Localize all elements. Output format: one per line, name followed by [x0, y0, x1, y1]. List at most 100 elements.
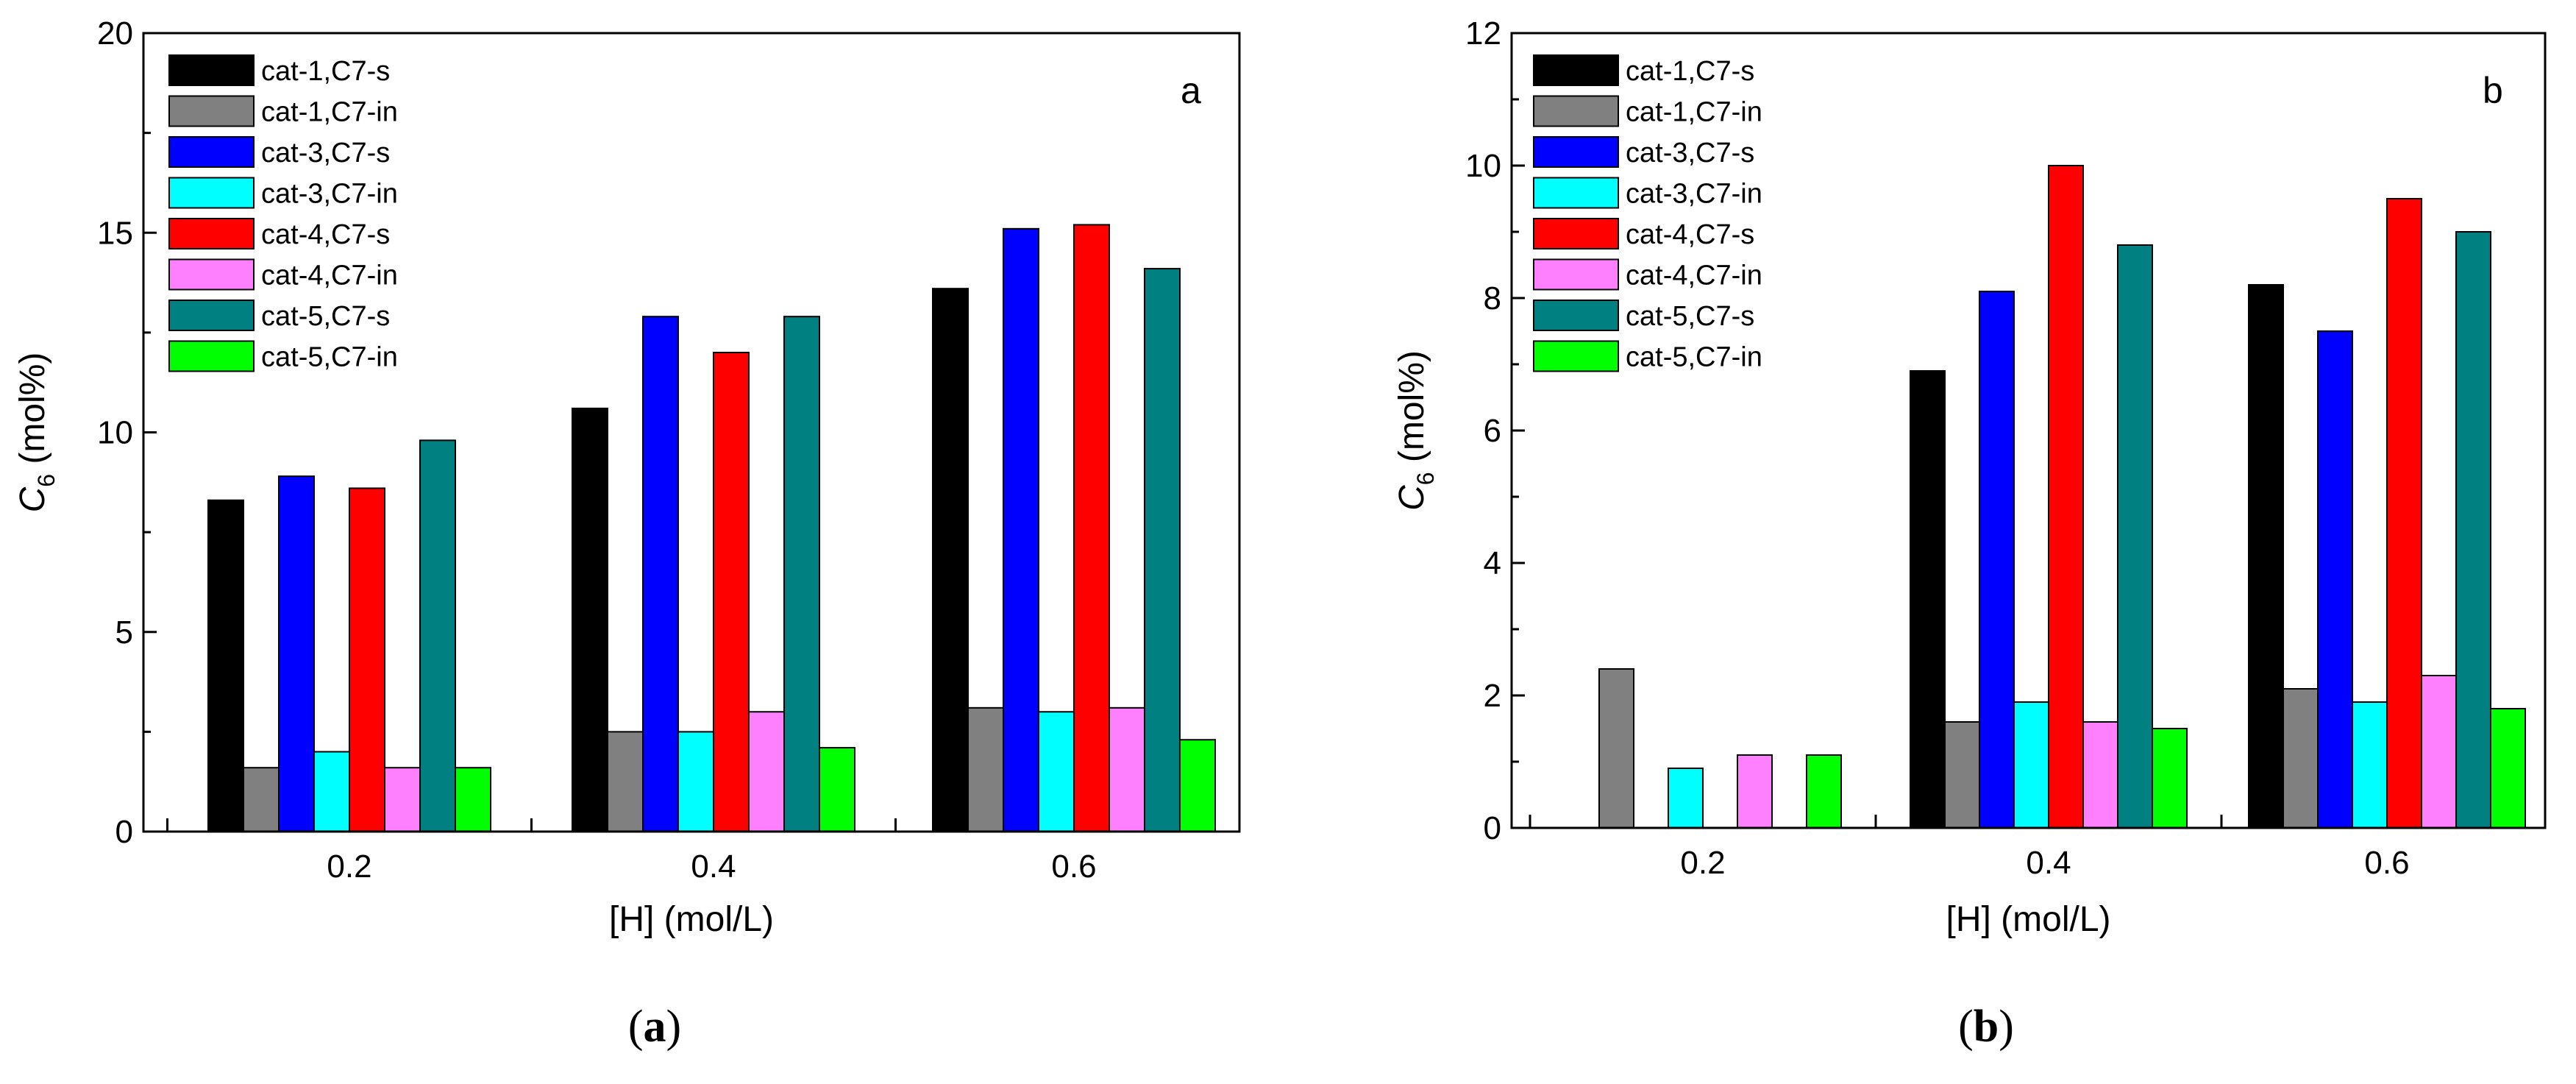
legend-label: cat-3,C7-in	[261, 179, 398, 210]
caption-letter: a	[644, 1002, 666, 1052]
bar	[2352, 701, 2388, 829]
legend-swatch	[1533, 177, 1619, 209]
bar	[1109, 706, 1145, 833]
bar	[677, 731, 714, 832]
y-axis-title-unit: (mol%)	[1392, 350, 1431, 472]
bar	[2152, 728, 2188, 829]
legend-swatch	[168, 136, 255, 168]
bar	[313, 751, 350, 832]
legend-swatch	[168, 95, 255, 127]
bar	[2490, 708, 2526, 829]
bar	[1979, 291, 2015, 829]
bar	[1073, 224, 1110, 832]
y-axis-title: C6 (mol%)	[13, 353, 60, 513]
legend-swatch	[168, 300, 255, 331]
legend-label: cat-5,C7-s	[261, 301, 390, 332]
bar	[819, 747, 855, 833]
bar	[1003, 227, 1039, 832]
legend-label: cat-4,C7-s	[261, 219, 390, 250]
legend: cat-1,C7-s cat-1,C7-in cat-3,C7-s cat-3,C7-…	[1533, 54, 1762, 373]
caption-paren-open: (	[1958, 1002, 1974, 1052]
x-tick-label: 0.4	[2026, 845, 2071, 881]
y-tick-label: 0	[1484, 810, 1501, 846]
x-tick-label: 0.4	[691, 849, 736, 885]
legend-label: cat-1,C7-s	[261, 56, 390, 87]
bar	[2421, 675, 2457, 829]
y-axis-title-unit: (mol%)	[13, 353, 52, 474]
legend-swatch	[1533, 300, 1619, 331]
bar	[783, 316, 820, 832]
legend-swatch	[1533, 258, 1619, 291]
legend-label: cat-3,C7-in	[1626, 179, 1762, 210]
y-tick-label: 5	[115, 614, 133, 651]
caption-paren-close: )	[1999, 1002, 2014, 1052]
x-axis-title: [H] (mol/L)	[609, 900, 774, 939]
bar	[572, 407, 608, 832]
bar	[349, 487, 385, 832]
y-tick-label: 6	[1484, 413, 1501, 449]
y-axis-title-main: C	[13, 486, 52, 512]
bar	[2082, 721, 2118, 829]
panel-caption: (a)	[628, 1002, 681, 1052]
bar	[2455, 231, 2491, 829]
legend-swatch	[168, 54, 255, 86]
legend-label: cat-5,C7-s	[1626, 301, 1754, 332]
chart-panel-a: 0 5 10 15 20 0.2 0.4 0.6 [H] (mol/L) C6 (mol%) cat…	[13, 15, 1241, 1052]
legend-swatch	[1533, 54, 1619, 86]
legend-swatch	[1533, 218, 1619, 249]
legend-label: cat-3,C7-s	[261, 138, 390, 169]
bar	[243, 767, 280, 832]
bar	[384, 767, 421, 832]
legend-label: cat-4,C7-s	[1626, 219, 1754, 250]
y-tick-label: 4	[1484, 545, 1501, 581]
bar	[1179, 739, 1216, 832]
legend-label: cat-1,C7-in	[1626, 97, 1762, 128]
caption-paren-close: )	[666, 1002, 682, 1052]
caption-letter: b	[1974, 1002, 1999, 1052]
bar	[748, 711, 785, 832]
panel-letter: a	[1181, 70, 1201, 111]
bar	[2117, 244, 2153, 829]
legend-label: cat-5,C7-in	[261, 342, 398, 373]
legend-label: cat-4,C7-in	[261, 261, 398, 291]
legend-swatch	[168, 340, 255, 372]
legend-swatch	[1533, 136, 1619, 168]
bar	[1737, 754, 1773, 829]
y-tick-label: 8	[1484, 280, 1501, 316]
bar	[2317, 330, 2353, 829]
legend-label: cat-3,C7-s	[1626, 138, 1754, 169]
legend-swatch	[168, 258, 255, 291]
bar	[642, 316, 679, 832]
legend-label: cat-4,C7-in	[1626, 261, 1762, 291]
bar	[419, 439, 456, 832]
panel-caption: (b)	[1958, 1002, 2014, 1052]
bar	[2248, 284, 2284, 829]
bar	[2048, 165, 2084, 829]
legend-swatch	[168, 218, 255, 249]
caption-paren-open: (	[628, 1002, 644, 1052]
x-tick-label: 0.2	[1680, 845, 1725, 881]
y-tick-label: 10	[97, 415, 133, 451]
bar	[1944, 721, 1980, 829]
bar	[455, 767, 491, 832]
legend: cat-1,C7-s cat-1,C7-in cat-3,C7-s cat-3,C7-…	[168, 54, 398, 373]
bar	[2013, 701, 2049, 829]
legend-swatch	[1533, 340, 1619, 372]
legend-label: cat-5,C7-in	[1626, 342, 1762, 373]
y-tick-label: 2	[1484, 678, 1501, 714]
y-tick-label: 10	[1465, 148, 1501, 184]
bar	[1144, 268, 1181, 832]
y-tick-label: 15	[97, 215, 133, 251]
y-axis-title-sub: 6	[1412, 472, 1439, 485]
x-tick-label: 0.6	[1051, 849, 1096, 885]
y-tick-label: 0	[115, 814, 133, 850]
x-tick-label: 0.2	[327, 849, 371, 885]
y-axis-title-sub: 6	[33, 474, 60, 487]
y-tick-label: 12	[1465, 15, 1501, 52]
x-tick-label: 0.6	[2364, 845, 2409, 881]
bar	[1806, 754, 1842, 829]
bar	[607, 731, 644, 832]
y-axis-title: C6 (mol%)	[1392, 350, 1439, 511]
